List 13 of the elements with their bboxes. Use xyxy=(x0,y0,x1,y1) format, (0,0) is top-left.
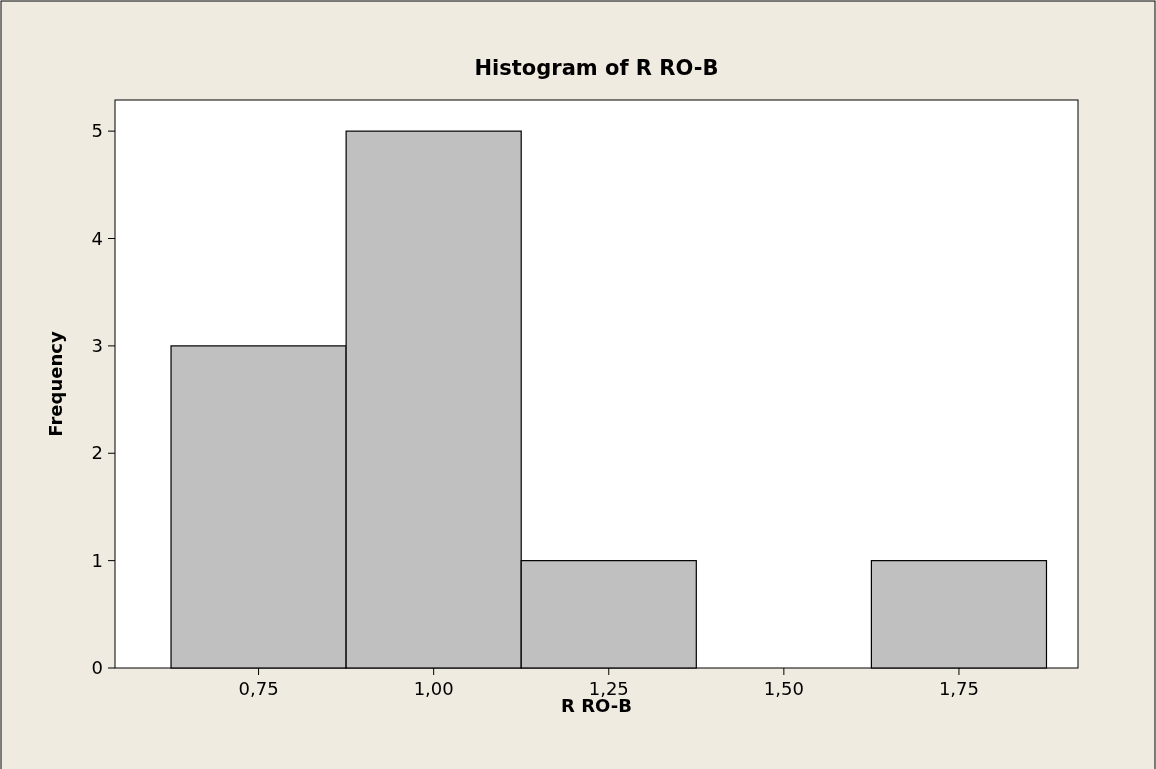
y-tick-label: 3 xyxy=(91,334,103,356)
y-axis-title: Frequency xyxy=(45,331,66,437)
y-tick-label: 5 xyxy=(91,120,103,142)
x-tick-label: 1,00 xyxy=(413,678,454,699)
chart-title: Histogram of R RO-B xyxy=(474,56,719,80)
x-tick-label: 1,50 xyxy=(763,678,804,699)
y-tick-label: 1 xyxy=(91,549,103,571)
x-tick-label: 1,25 xyxy=(588,678,629,699)
y-tick-label: 4 xyxy=(91,227,103,249)
y-tick-label: 2 xyxy=(91,442,103,464)
y-tick-label: 0 xyxy=(91,657,103,678)
x-tick-label: 1,75 xyxy=(938,678,979,699)
x-tick-label: 0,75 xyxy=(238,678,279,699)
